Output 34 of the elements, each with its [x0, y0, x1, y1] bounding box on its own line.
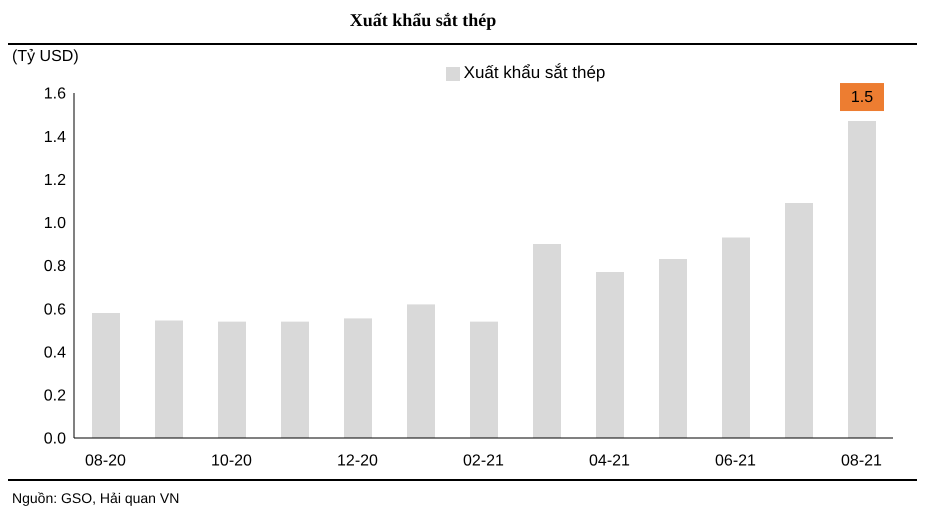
- y-axis-title: (Tỷ USD): [12, 48, 79, 66]
- x-tick-label: 04-21: [589, 452, 630, 470]
- x-tick-label: 02-21: [463, 452, 504, 470]
- y-tick-label: 0.8: [44, 258, 66, 276]
- x-tick-label: 06-21: [715, 452, 756, 470]
- bar: [92, 312, 120, 438]
- bar: [848, 121, 876, 438]
- chart-title: Xuất khẩu sắt thép: [348, 10, 498, 31]
- bar: [659, 259, 687, 438]
- legend-label: Xuất khẩu sắt thép: [464, 63, 606, 82]
- bar: [407, 304, 435, 438]
- y-tick-label: 0.2: [44, 388, 66, 405]
- bar: [722, 237, 750, 438]
- bar: [344, 318, 372, 438]
- bar: [281, 322, 309, 438]
- bar: [533, 244, 561, 438]
- x-tick-label: 08-20: [85, 452, 126, 470]
- y-tick-label: 1.0: [44, 215, 66, 232]
- bar: [470, 322, 498, 438]
- x-tick-label: 08-21: [841, 452, 882, 470]
- bar: [785, 202, 813, 438]
- bar: [155, 320, 183, 438]
- bar: [596, 272, 624, 438]
- y-tick-label: 1.2: [44, 172, 66, 189]
- y-tick-label: 0.0: [44, 430, 66, 448]
- bar: [218, 322, 246, 438]
- y-tick-label: 1.6: [44, 86, 66, 103]
- x-tick-label: 10-20: [211, 452, 252, 470]
- y-tick-label: 0.4: [44, 344, 66, 362]
- text: Nguồn: GSO, Hải quan VN: [12, 490, 180, 506]
- y-tick-label: 0.6: [44, 301, 66, 318]
- y-tick-label: 1.4: [44, 128, 66, 146]
- data-label: 1.5: [850, 89, 874, 106]
- x-tick-label: 12-20: [337, 452, 378, 470]
